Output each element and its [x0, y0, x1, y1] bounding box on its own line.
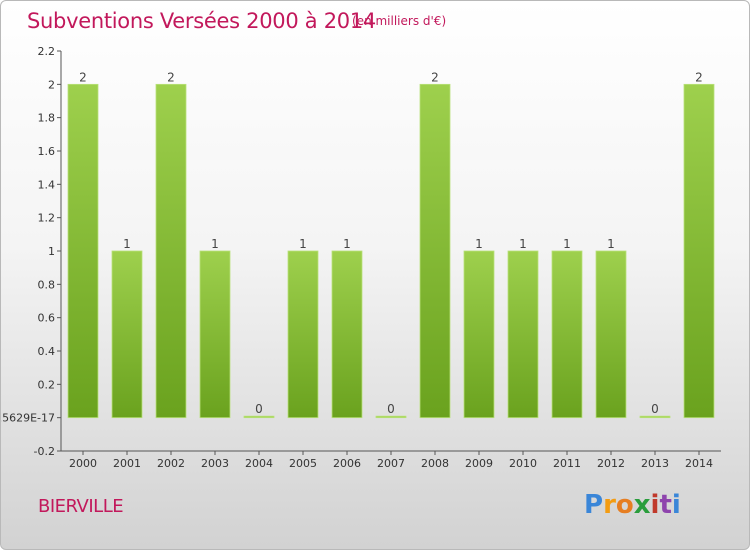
x-tick-label: 2011: [553, 457, 581, 470]
y-tick-label: 1.6: [38, 145, 56, 158]
x-tick-label: 2003: [201, 457, 229, 470]
bar-value-label: 2: [167, 70, 175, 84]
bar: [331, 250, 363, 419]
x-tick-label: 2009: [465, 457, 493, 470]
bar-value-label: 2: [431, 70, 439, 84]
logo-letter: x: [633, 490, 651, 520]
bar: [375, 415, 407, 419]
bar-value-label: 1: [607, 237, 615, 251]
town-name: BIERVILLE: [38, 496, 124, 517]
logo-letter: r: [603, 490, 616, 520]
logo-letter: i: [650, 490, 660, 520]
y-tick-label: 0.6: [38, 312, 56, 325]
bar: [551, 250, 583, 419]
logo-letter: o: [615, 490, 634, 520]
chart-subtitle: (en milliers d'€): [352, 14, 447, 28]
bar: [287, 250, 319, 419]
proxiti-logo[interactable]: Proxiti: [584, 490, 681, 520]
bar-value-label: 1: [343, 237, 351, 251]
x-tick-label: 2012: [597, 457, 625, 470]
bar-value-label: 1: [211, 237, 219, 251]
bar: [67, 83, 99, 419]
x-tick-label: 2001: [113, 457, 141, 470]
bar-value-label: 0: [255, 402, 263, 416]
bar-value-label: 0: [387, 402, 395, 416]
bar-value-label: 1: [519, 237, 527, 251]
bar-value-label: 0: [651, 402, 659, 416]
x-tick-label: 2005: [289, 457, 317, 470]
bar-value-label: 1: [299, 237, 307, 251]
x-tick-label: 2002: [157, 457, 185, 470]
x-tick-label: 2004: [245, 457, 273, 470]
bar-value-label: 1: [563, 237, 571, 251]
y-tick-label: 1: [48, 245, 55, 258]
y-tick-label: 2: [48, 78, 55, 91]
bar: [463, 250, 495, 419]
y-tick-label: 0.2: [38, 378, 56, 391]
y-tick-label: -0.2: [34, 445, 55, 458]
bar: [419, 83, 451, 419]
y-tick-label: 2.2: [38, 45, 56, 58]
bar: [243, 415, 275, 419]
x-tick-label: 2013: [641, 457, 669, 470]
y-tick-label: 0.4: [38, 345, 56, 358]
logo-letter: t: [659, 490, 672, 520]
bar-value-label: 1: [475, 237, 483, 251]
bar: [111, 250, 143, 419]
bar: [155, 83, 187, 419]
y-tick-label: -1.15629E-17: [1, 412, 55, 425]
x-tick-label: 2014: [685, 457, 713, 470]
x-tick-label: 2006: [333, 457, 361, 470]
y-tick-label: 1.2: [38, 212, 56, 225]
logo-letter: i: [671, 490, 681, 520]
y-tick-label: 0.8: [38, 278, 56, 291]
x-tick-label: 2007: [377, 457, 405, 470]
bar: [683, 83, 715, 419]
x-tick-label: 2008: [421, 457, 449, 470]
chart-bars: 2 1 2 1 0 1 1 0 2 1 1 1 1 0 2: [67, 70, 715, 419]
bar-value-label: 1: [123, 237, 131, 251]
y-tick-label: 1.4: [38, 178, 56, 191]
bar: [595, 250, 627, 419]
chart-axes: -0.2 -1.15629E-17 0.2 0.4 0.6 0.8 1 1.2 1.4 1.6 1.…: [1, 45, 721, 470]
bar: [507, 250, 539, 419]
bar: [199, 250, 231, 419]
x-tick-label: 2000: [69, 457, 97, 470]
bar-value-label: 2: [79, 70, 87, 84]
bar-value-label: 2: [695, 70, 703, 84]
x-tick-label: 2010: [509, 457, 537, 470]
chart-title: Subventions Versées 2000 à 2014: [27, 9, 376, 33]
bar: [639, 415, 671, 419]
y-tick-label: 1.8: [38, 112, 56, 125]
logo-letter: P: [584, 490, 604, 520]
